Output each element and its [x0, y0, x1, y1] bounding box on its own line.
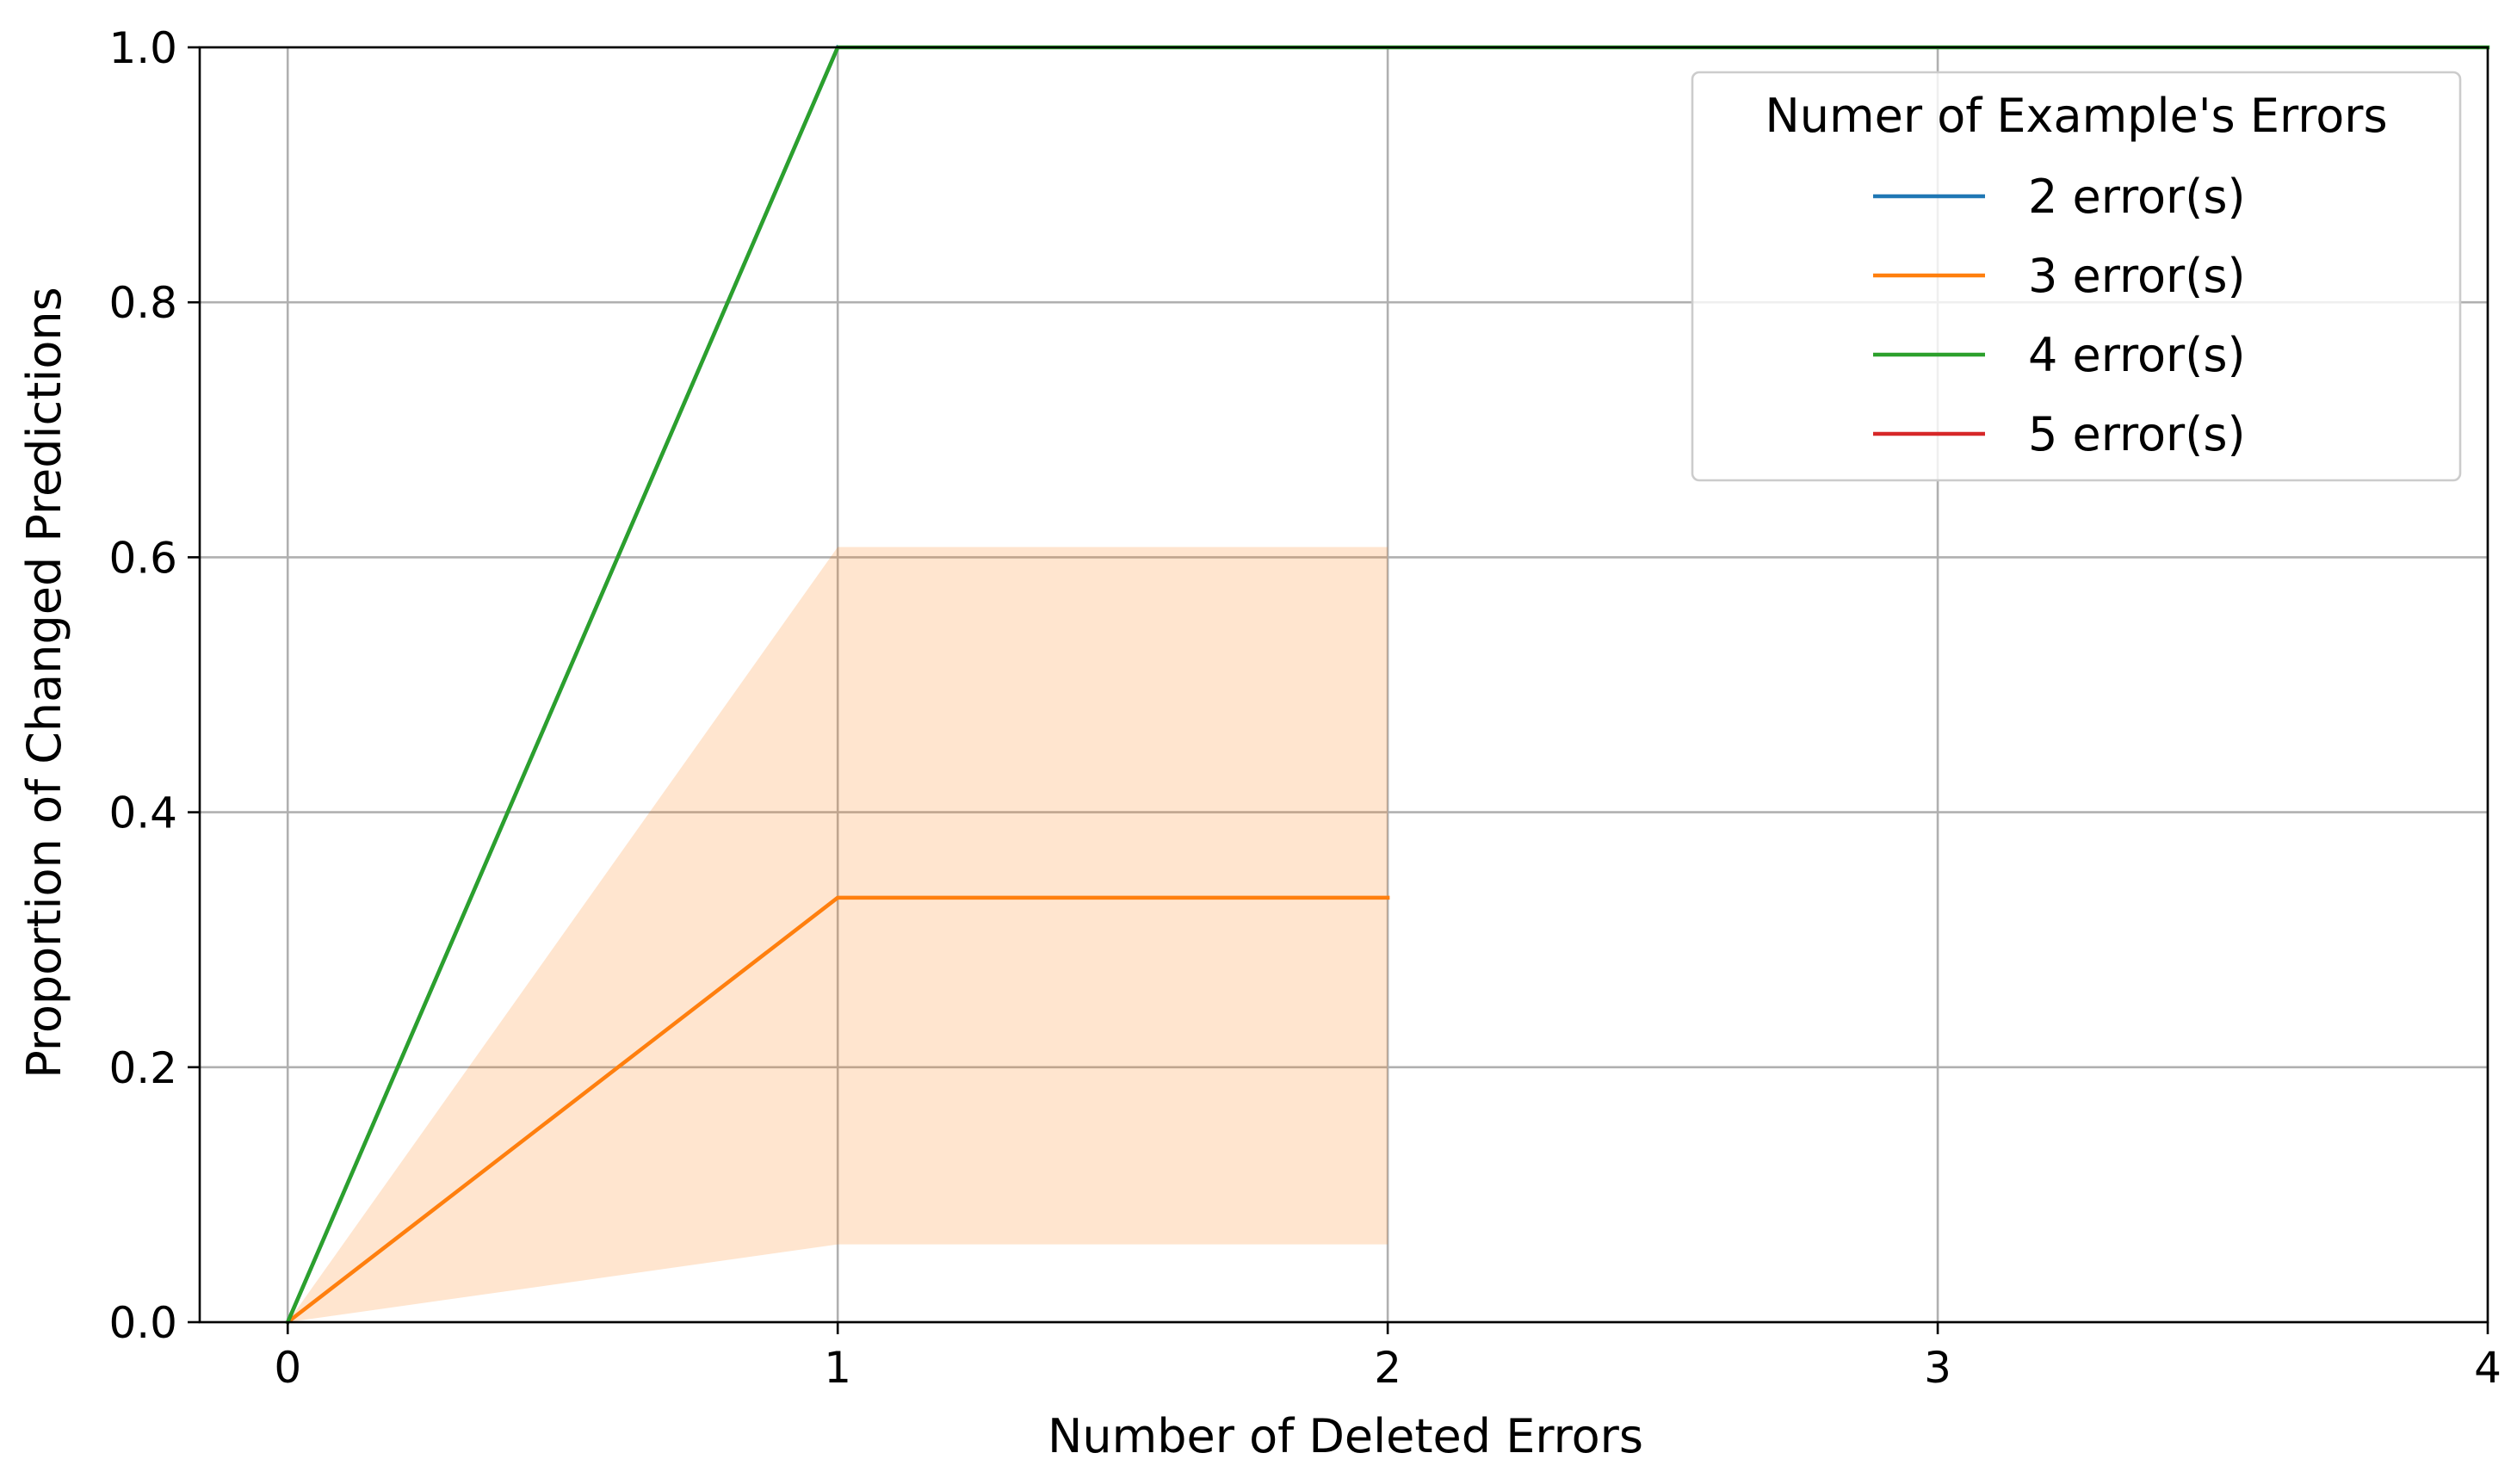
legend-label-0: 2 error(s)	[2028, 170, 2246, 224]
confidence-bands	[288, 547, 1388, 1322]
ticks: 0 1 2 3 4 0.0 0.2 0.4 0.6 0.8 1.0	[108, 23, 2501, 1393]
legend-label-2: 4 error(s)	[2028, 328, 2246, 382]
y-tick-label-4: 0.8	[108, 278, 177, 328]
x-tick-label-2: 2	[1374, 1343, 1401, 1393]
series-line-1	[285, 895, 1390, 1326]
axes	[198, 46, 2489, 1324]
legend-label-3: 5 error(s)	[2028, 407, 2246, 461]
x-tick-label-4: 4	[2474, 1343, 2502, 1393]
x-axis-label: Number of Deleted Errors	[1048, 1409, 1643, 1463]
y-tick-label-5: 1.0	[108, 23, 177, 73]
legend-entries: 2 error(s) 3 error(s) 4 error(s) 5 error(s)	[1873, 170, 2246, 461]
x-tick-label-0: 0	[274, 1343, 301, 1393]
plot-frame	[198, 46, 2489, 1324]
legend-label-1: 3 error(s)	[2028, 249, 2246, 303]
y-axis-label: Proportion of Changed Predictions	[17, 287, 71, 1079]
x-tick-label-3: 3	[1924, 1343, 1951, 1393]
y-tick-label-3: 0.6	[108, 533, 177, 583]
y-tick-label-2: 0.4	[108, 788, 177, 838]
y-tick-label-0: 0.0	[108, 1298, 177, 1348]
y-tick-label-1: 0.2	[108, 1043, 177, 1093]
x-tick-label-1: 1	[824, 1343, 851, 1393]
confidence-band-1	[288, 547, 1388, 1322]
legend: Numer of Example's Errors 2 error(s) 3 er…	[1691, 71, 2462, 482]
legend-title: Numer of Example's Errors	[1765, 89, 2387, 143]
legend-frame	[1691, 71, 2462, 482]
